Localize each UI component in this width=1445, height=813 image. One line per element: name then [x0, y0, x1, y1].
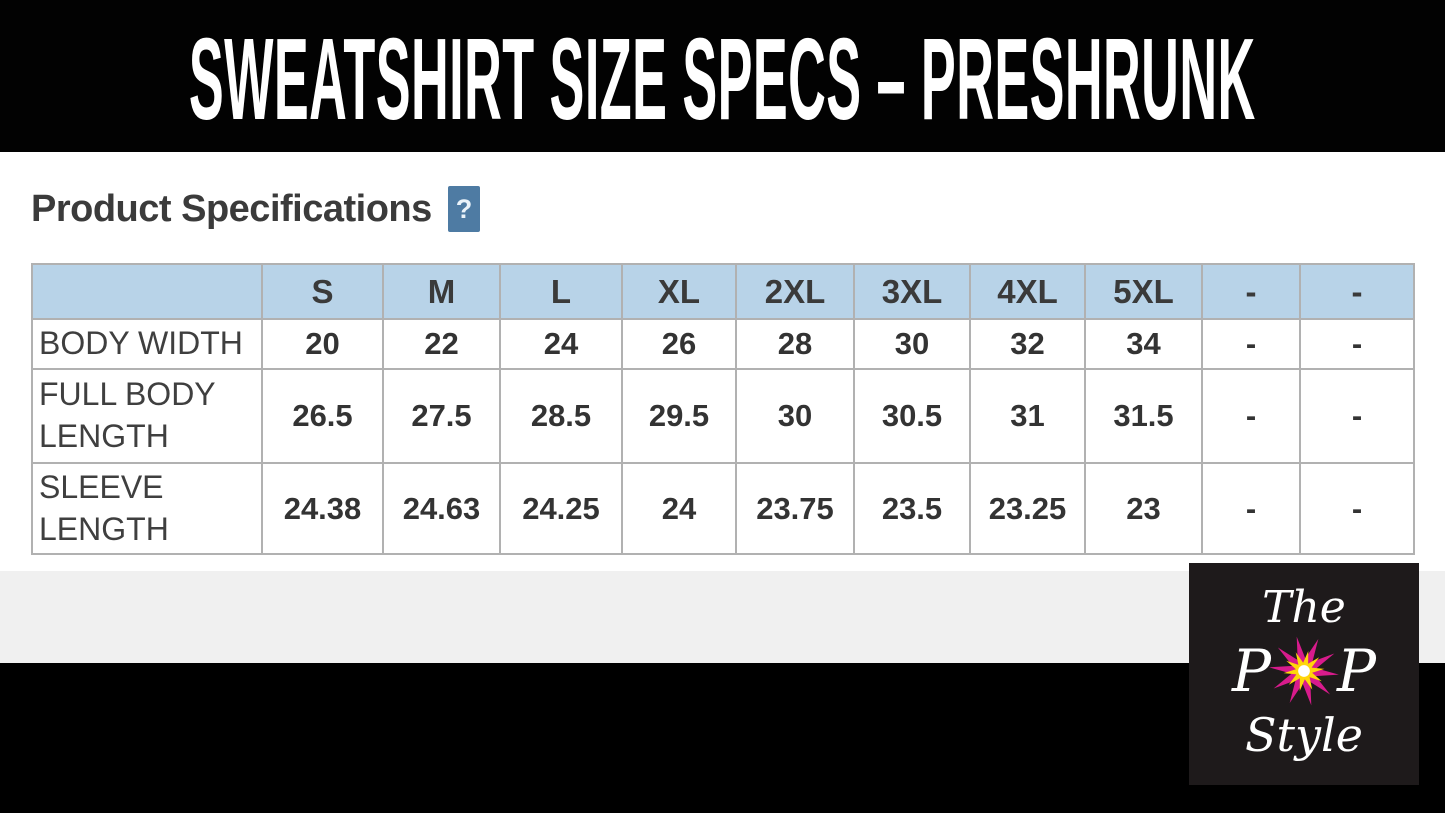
section-heading-label: Product Specifications	[31, 187, 432, 230]
size-value-cell: 20	[261, 318, 384, 370]
size-value-cell: 30.5	[853, 368, 971, 464]
logo-letter-p-right: P	[1337, 637, 1377, 705]
size-value-cell: -	[1299, 462, 1415, 555]
size-value-cell: 29.5	[621, 368, 737, 464]
size-value-cell: -	[1201, 368, 1301, 464]
size-value-cell: -	[1201, 462, 1301, 555]
size-value-cell: 23	[1084, 462, 1203, 555]
size-column-header: M	[382, 263, 501, 320]
size-value-cell: -	[1299, 318, 1415, 370]
size-value-cell: 28	[735, 318, 855, 370]
size-value-cell: 24	[621, 462, 737, 555]
table-row: BODY WIDTH 20 22 24 26 28 30 32 34- -	[31, 318, 1415, 370]
size-value-cell: 26.5	[261, 368, 384, 464]
page-title: SWEATSHIRT SIZE SPECS – PRESHRUNK	[189, 14, 1256, 144]
size-column-header: -	[1299, 263, 1415, 320]
section-heading: Product Specifications ?	[31, 186, 480, 232]
table-row: FULL BODY LENGTH 26.5 27.5 28.5 29.5 30 30.5 31…	[31, 368, 1415, 464]
size-value-cell: 24	[499, 318, 623, 370]
row-label: FULL BODY LENGTH	[31, 368, 263, 464]
size-value-cell: 30	[853, 318, 971, 370]
size-value-cell: 23.25	[969, 462, 1086, 555]
size-value-cell: 34	[1084, 318, 1203, 370]
logo-word-the: The	[1262, 582, 1346, 633]
size-value-cell: 27.5	[382, 368, 501, 464]
row-label: SLEEVE LENGTH	[31, 462, 263, 555]
size-value-cell: 24.38	[261, 462, 384, 555]
size-value-cell: 23.75	[735, 462, 855, 555]
title-banner: SWEATSHIRT SIZE SPECS – PRESHRUNK	[0, 0, 1445, 152]
size-value-cell: 24.63	[382, 462, 501, 555]
brand-logo: The P P Style	[1189, 563, 1419, 785]
help-icon[interactable]: ?	[447, 186, 480, 232]
size-value-cell: 24.25	[499, 462, 623, 555]
size-value-cell: -	[1201, 318, 1301, 370]
size-value-cell: 26	[621, 318, 737, 370]
size-value-cell: 31.5	[1084, 368, 1203, 464]
table-corner-cell	[31, 263, 263, 320]
logo-word-style: Style	[1245, 708, 1363, 762]
size-column-header: L	[499, 263, 623, 320]
starburst-icon	[1269, 636, 1339, 706]
size-value-cell: 22	[382, 318, 501, 370]
size-value-cell: 28.5	[499, 368, 623, 464]
size-column-header: 2XL	[735, 263, 855, 320]
size-value-cell: 32	[969, 318, 1086, 370]
size-value-cell: 23.5	[853, 462, 971, 555]
row-label: BODY WIDTH	[31, 318, 263, 370]
size-table: S M L XL 2XL 3XL 4XL 5XL - - BODY WIDTH 20 22 24 26 28 3…	[31, 263, 1415, 555]
size-value-cell: 31	[969, 368, 1086, 464]
size-value-cell: 30	[735, 368, 855, 464]
size-value-cell: -	[1299, 368, 1415, 464]
size-column-header: 3XL	[853, 263, 971, 320]
size-column-header: 4XL	[969, 263, 1086, 320]
size-column-header: 5XL	[1084, 263, 1203, 320]
size-column-header: -	[1201, 263, 1301, 320]
table-header-row: S M L XL 2XL 3XL 4XL 5XL - -	[31, 263, 1415, 320]
table-row: SLEEVE LENGTH 24.38 24.63 24.25 24 23.75 23.5 2…	[31, 462, 1415, 555]
size-column-header: XL	[621, 263, 737, 320]
logo-letter-p-left: P	[1231, 637, 1271, 705]
size-column-header: S	[261, 263, 384, 320]
logo-word-pop: P P	[1232, 632, 1376, 710]
